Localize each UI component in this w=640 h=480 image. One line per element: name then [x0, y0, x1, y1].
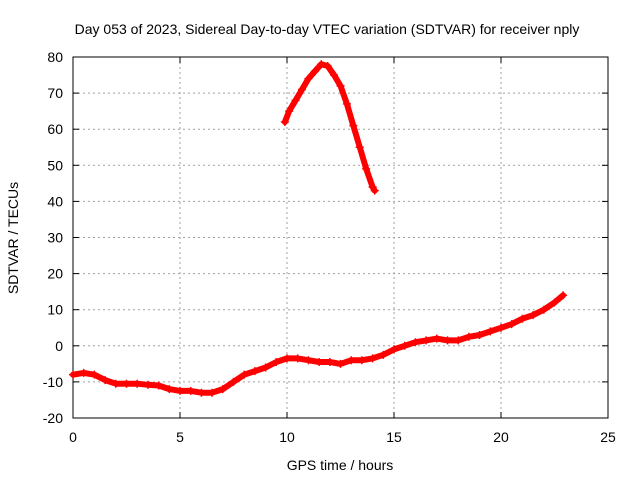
data-point: [165, 385, 174, 394]
axis-ticks: 0 5 10 15 20 25 -20 -10 0 10 20 30 40 50 60 70 80: [43, 49, 616, 445]
data-point: [497, 323, 505, 332]
data-point: [133, 379, 142, 388]
data-point: [197, 388, 206, 397]
x-tick-label: 10: [279, 429, 295, 445]
series-1: [69, 291, 568, 397]
data-point: [432, 334, 441, 343]
data-point: [304, 356, 313, 365]
data-point: [122, 379, 131, 388]
data-point: [69, 370, 77, 379]
data-point: [317, 60, 326, 69]
data-point: [154, 381, 163, 390]
y-tick-label: 20: [47, 266, 63, 282]
chart-title: Day 053 of 2023, Sidereal Day-to-day VTE…: [75, 21, 580, 37]
x-axis-label: GPS time / hours: [287, 457, 394, 473]
data-point: [370, 186, 379, 195]
data-point: [443, 336, 452, 345]
data-point: [90, 370, 99, 379]
data-point: [315, 358, 324, 367]
data-point: [379, 350, 388, 359]
data-point: [454, 336, 463, 345]
data-point: [285, 107, 294, 116]
data-point: [291, 96, 300, 105]
data-point: [229, 377, 238, 386]
y-tick-label: 70: [47, 85, 63, 101]
data-point: [111, 379, 120, 388]
data-point: [325, 358, 334, 367]
y-tick-label: -20: [43, 410, 63, 426]
data-point: [240, 370, 249, 379]
y-tick-label: -10: [43, 374, 63, 390]
data-point: [283, 354, 291, 363]
x-tick-label: 15: [386, 429, 402, 445]
data-point: [475, 330, 484, 339]
data-point: [368, 354, 377, 363]
data-point: [422, 336, 431, 345]
data-point: [218, 385, 227, 394]
data-point: [186, 386, 195, 395]
data-point: [304, 74, 313, 83]
data-point: [529, 311, 538, 320]
data-point: [250, 367, 259, 376]
x-tick-label: 5: [176, 429, 184, 445]
data-point: [550, 298, 559, 307]
series-line: [281, 61, 378, 194]
data-point: [355, 143, 364, 152]
data-point: [208, 388, 217, 397]
data-point: [539, 305, 548, 314]
data-point: [272, 358, 281, 367]
data-point: [176, 386, 184, 395]
y-tick-label: 80: [47, 49, 63, 65]
data-point: [101, 376, 110, 385]
y-tick-label: 40: [47, 193, 63, 209]
y-tick-label: 0: [55, 338, 63, 354]
data-point: [411, 338, 420, 347]
data-point: [349, 121, 358, 130]
x-tick-label: 0: [69, 429, 77, 445]
x-tick-label: 20: [493, 429, 509, 445]
grid: [73, 57, 608, 418]
data-point: [336, 359, 345, 368]
series-2: [280, 60, 379, 195]
data-point: [293, 354, 302, 363]
data-point: [362, 164, 371, 173]
data-point: [79, 368, 88, 377]
data-point: [310, 67, 319, 76]
data-point: [143, 380, 152, 389]
data-marks: [69, 60, 568, 397]
y-tick-label: 60: [47, 121, 63, 137]
data-point: [400, 341, 409, 350]
y-tick-label: 50: [47, 157, 63, 173]
data-point: [297, 85, 306, 94]
data-point: [486, 327, 495, 336]
data-point: [357, 356, 366, 365]
data-point: [280, 117, 289, 126]
data-point: [347, 356, 356, 365]
data-point: [336, 81, 345, 90]
data-point: [323, 62, 332, 71]
data-point: [342, 99, 351, 108]
data-point: [464, 332, 473, 341]
data-point: [559, 291, 568, 300]
data-point: [261, 363, 270, 372]
data-point: [507, 320, 516, 329]
x-tick-label: 25: [600, 429, 616, 445]
data-point: [330, 71, 339, 80]
data-point: [390, 345, 398, 354]
data-point: [518, 314, 527, 323]
y-tick-label: 10: [47, 302, 63, 318]
y-axis-label: SDTVAR / TECUs: [5, 182, 21, 294]
y-tick-label: 30: [47, 230, 63, 246]
